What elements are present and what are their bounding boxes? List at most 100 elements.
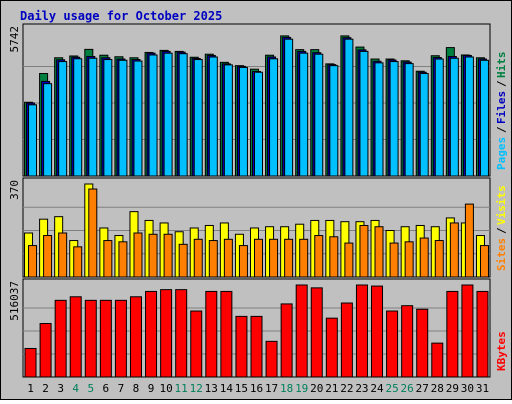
- day-label-11: 11: [175, 382, 188, 395]
- bar-pages-day-30: [464, 56, 474, 177]
- bar-pages-day-2: [43, 83, 53, 177]
- bar-kbytes-day-21: [325, 317, 338, 378]
- legend-visits: Visits: [495, 185, 508, 225]
- bar-kbytes-day-31: [476, 290, 489, 378]
- bar-kbytes-day-18: [280, 303, 293, 378]
- legend-pages: Pages: [495, 137, 508, 170]
- bar-sites-day-31: [479, 245, 489, 278]
- bar-pages-day-27: [419, 73, 429, 177]
- day-label-6: 6: [103, 382, 110, 395]
- bar-kbytes-day-27: [416, 308, 429, 378]
- bar-pages-day-28: [434, 58, 444, 177]
- bar-pages-day-21: [329, 65, 339, 177]
- day-label-18: 18: [280, 382, 293, 395]
- bar-sites-day-1: [28, 245, 38, 278]
- bar-sites-day-13: [208, 240, 218, 278]
- bar-sites-day-19: [299, 238, 309, 278]
- bar-kbytes-day-6: [99, 299, 112, 378]
- chart-panels: 5742Pages/Files/Hits370Sites/Visits51603…: [8, 23, 508, 378]
- bar-kbytes-day-9: [145, 290, 158, 378]
- bar-sites-day-27: [419, 237, 429, 278]
- bar-kbytes-day-28: [431, 342, 444, 378]
- day-label-21: 21: [325, 382, 338, 395]
- day-label-14: 14: [220, 382, 234, 395]
- panel-kbytes: 516037 KBytes: [8, 278, 508, 378]
- bar-kbytes-day-26: [401, 305, 414, 378]
- bar-sites-day-3: [58, 232, 68, 278]
- day-label-5: 5: [87, 382, 94, 395]
- day-label-16: 16: [250, 382, 263, 395]
- bar-sites-day-20: [314, 235, 324, 278]
- bar-sites-day-28: [434, 240, 444, 278]
- bar-kbytes-day-8: [129, 296, 142, 378]
- bar-pages-day-14: [223, 64, 233, 177]
- bar-pages-day-31: [479, 59, 489, 177]
- bar-pages-day-16: [254, 71, 263, 177]
- bar-sites-day-7: [118, 241, 128, 278]
- bar-pages-day-23: [359, 50, 369, 177]
- y-axis-max-label: 516037: [8, 281, 21, 321]
- bar-sites-day-17: [269, 238, 279, 278]
- bar-sites-day-16: [254, 238, 263, 278]
- bar-kbytes-day-22: [340, 302, 353, 378]
- day-label-3: 3: [57, 382, 64, 395]
- legend-kbytes: KBytes: [495, 331, 508, 371]
- bar-pages-day-3: [58, 61, 68, 177]
- day-label-2: 2: [42, 382, 49, 395]
- bar-sites-day-6: [103, 240, 113, 278]
- day-label-28: 28: [431, 382, 444, 395]
- bar-sites-day-25: [389, 242, 399, 278]
- bar-kbytes-day-1: [24, 347, 37, 378]
- bar-kbytes-day-30: [461, 284, 474, 378]
- bar-pages-day-8: [133, 60, 143, 177]
- day-label-27: 27: [416, 382, 429, 395]
- bar-pages-day-17: [269, 58, 279, 177]
- bar-kbytes-day-16: [250, 315, 263, 378]
- day-label-23: 23: [355, 382, 368, 395]
- bar-sites-day-30: [464, 203, 474, 278]
- bar-kbytes-day-14: [220, 290, 233, 378]
- day-label-22: 22: [340, 382, 353, 395]
- bar-pages-day-22: [344, 38, 354, 177]
- bar-kbytes-day-24: [371, 285, 384, 378]
- bar-pages-day-6: [103, 59, 113, 177]
- bar-sites-day-4: [73, 246, 83, 278]
- day-label-9: 9: [148, 382, 155, 395]
- bar-kbytes-day-5: [84, 299, 97, 378]
- bar-pages-day-18: [284, 38, 294, 177]
- bar-sites-day-11: [178, 243, 188, 278]
- day-label-7: 7: [118, 382, 125, 395]
- bar-sites-day-14: [223, 238, 233, 278]
- bar-pages-day-4: [73, 58, 83, 177]
- day-label-20: 20: [310, 382, 323, 395]
- bar-pages-day-25: [389, 61, 399, 177]
- bar-kbytes-day-29: [446, 290, 459, 378]
- bar-pages-day-19: [299, 52, 309, 177]
- bar-sites-day-9: [148, 233, 158, 278]
- day-label-12: 12: [190, 382, 203, 395]
- bar-pages-day-10: [163, 52, 173, 177]
- chart-title: Daily usage for October 2025: [20, 9, 222, 23]
- day-label-4: 4: [72, 382, 79, 395]
- day-label-26: 26: [401, 382, 414, 395]
- bar-sites-day-10: [163, 233, 173, 278]
- bar-kbytes-day-17: [265, 340, 278, 378]
- bar-pages-day-24: [374, 62, 384, 177]
- day-label-1: 1: [27, 382, 34, 395]
- legend-separator: /: [495, 80, 508, 87]
- bar-pages-day-1: [28, 104, 38, 177]
- bar-kbytes-day-7: [114, 299, 127, 378]
- bar-kbytes-day-15: [235, 315, 248, 378]
- bar-kbytes-day-13: [205, 290, 218, 378]
- bar-pages-day-12: [193, 59, 203, 177]
- day-label-15: 15: [235, 382, 248, 395]
- day-label-30: 30: [461, 382, 474, 395]
- bar-kbytes-day-25: [386, 310, 399, 378]
- panel-visits-sites: 370 Sites / Visits: [8, 177, 508, 278]
- legend-hits: Hits: [495, 52, 508, 79]
- bar-kbytes-day-10: [160, 289, 173, 378]
- bar-pages-day-7: [118, 59, 128, 177]
- day-label-25: 25: [385, 382, 398, 395]
